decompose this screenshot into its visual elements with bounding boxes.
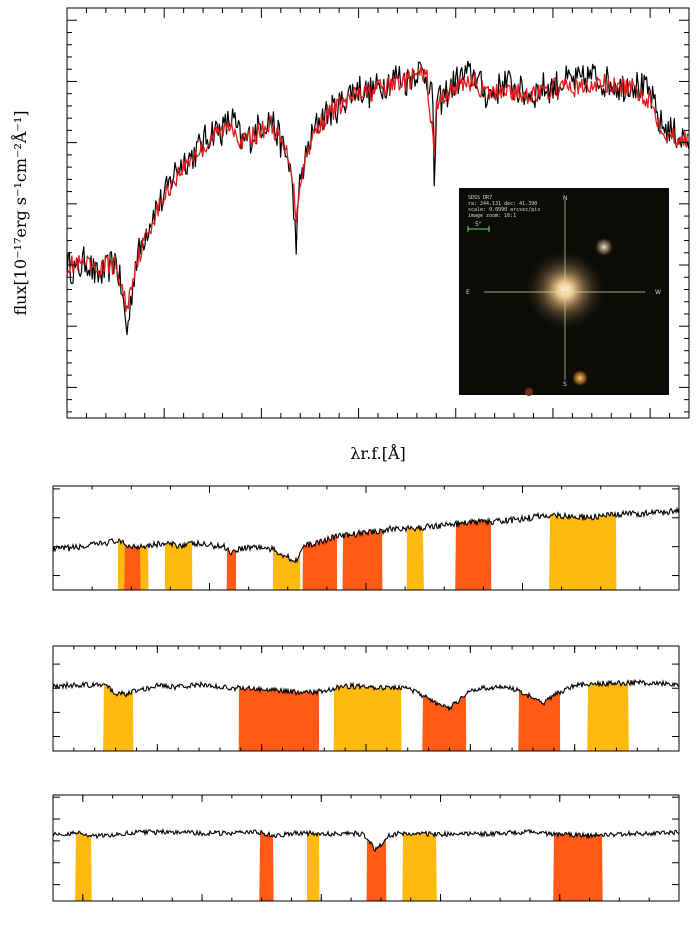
index-band-fe4668 [549,512,617,590]
index-band-fe4383 [342,529,383,590]
panel-frame [52,794,680,902]
main-xlabel: λr.f.[Å] [350,443,406,463]
index-band-ca4455 [406,525,424,590]
panel-spectrum-line [52,828,680,853]
panel-spectrum-line [52,506,680,564]
compass-north: N [563,195,568,202]
inset-caption-line-1: SDSS DR7 [468,195,492,201]
index-band-nad [366,838,387,901]
main-series-group [66,60,690,336]
main-spectrum-panel: flux[10⁻¹⁷erg s⁻¹cm⁻²Å⁻¹] λr.f.[Å] [10,7,690,463]
main-axis-ticks [66,7,690,418]
main-ylabel: flux[10⁻¹⁷erg s⁻¹cm⁻²Å⁻¹] [10,110,30,315]
index-band-tio1 [402,831,437,901]
orange-star [571,369,589,387]
index-panel-1 [52,485,680,591]
index-band-mg2 [422,694,467,751]
index-band-hb [103,683,134,751]
index-band-fe5335 [587,680,629,751]
index-band-hδf [124,544,141,590]
inset-caption-line-2: ra: 244.131 dec: 41.390 [468,201,537,207]
index-band-ca4227 [226,548,237,590]
galaxy-inset-image: SDSS DR7 ra: 244.131 dec: 41.390 scale: … [459,188,669,396]
index-panel-2 [52,645,680,752]
scale-bar-label: 5" [475,221,482,228]
panel-spectrum-line [52,678,680,712]
index-band-fe5015 [259,830,274,901]
faint-source [525,388,533,396]
index-band-fe5406 [75,831,92,901]
index-band-fe4531 [455,519,492,590]
index-band-fe5782 [307,831,320,901]
index-band-fe5015 [238,686,320,751]
index-band-g4300 [272,547,301,590]
companion-star [594,237,614,257]
index-band-fe5270 [518,689,561,751]
index-band-cn1 [164,541,193,590]
compass-east: E [466,289,470,296]
compass-west: W [655,289,661,296]
index-band-mg1 [333,683,402,751]
index-band-hγa [302,534,337,590]
inset-caption-line-3: scale: 0.0990 arcsec/pix [468,207,540,213]
compass-south: S [563,381,567,388]
index-band-tio2 [553,832,603,901]
spectrum-line-model [66,65,690,312]
inset-caption-line-4: image zoom: 16:1 [468,213,516,219]
index-panel-3 [52,794,680,902]
